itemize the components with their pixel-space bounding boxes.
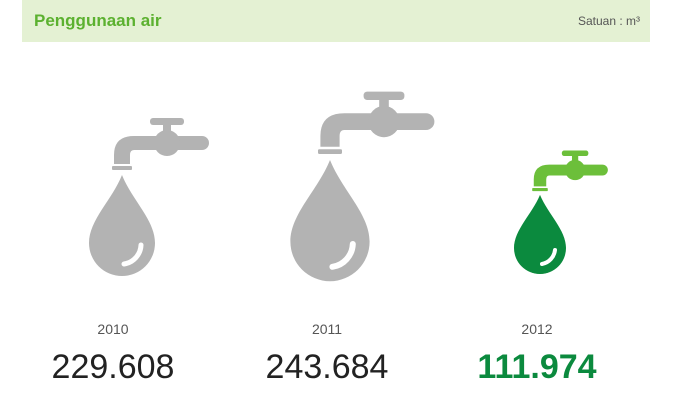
value: 243.684 <box>266 348 389 386</box>
header-bar <box>22 0 650 42</box>
year: 2011 <box>312 321 342 337</box>
tap-icon <box>89 118 209 276</box>
year: 2012 <box>521 321 552 337</box>
tap-icon <box>512 148 610 276</box>
tap-icon <box>290 92 434 282</box>
year: 2010 <box>97 321 128 337</box>
unit: Satuan : m³ <box>578 14 640 28</box>
value: 229.608 <box>52 348 175 386</box>
title: Penggunaan air <box>34 11 162 30</box>
value: 111.974 <box>477 348 596 386</box>
